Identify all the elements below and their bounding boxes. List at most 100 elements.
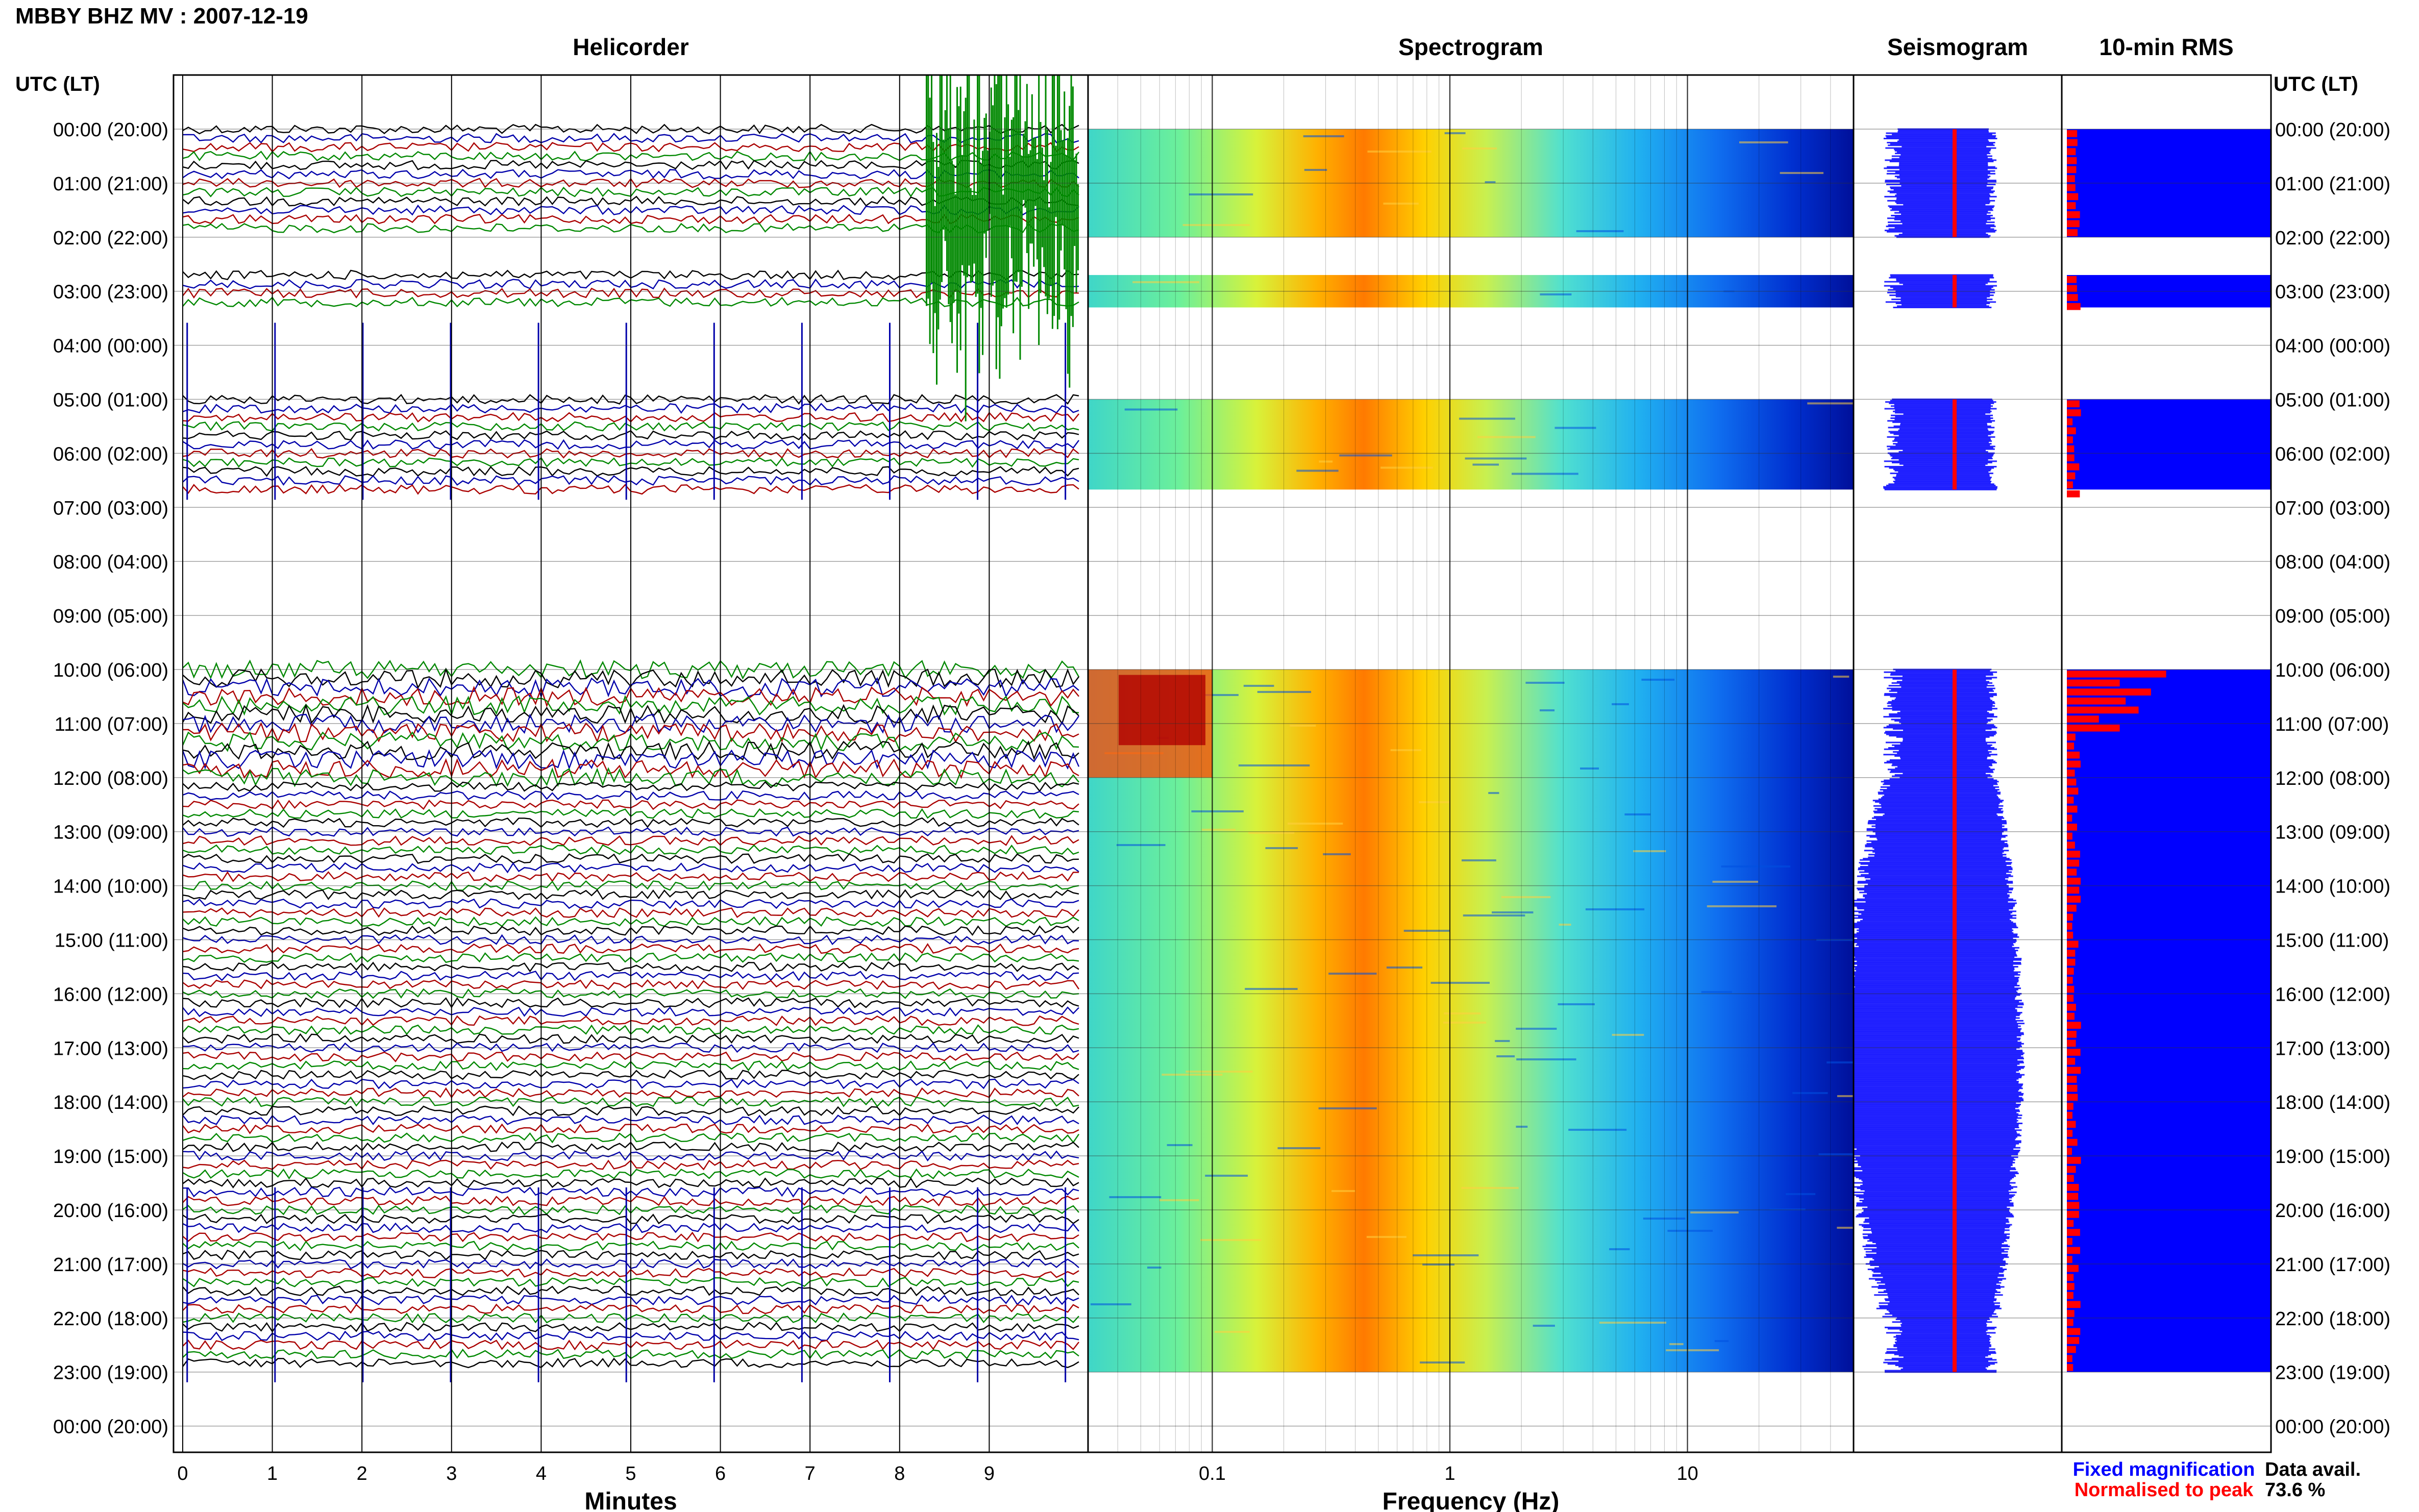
rms-fixed-bars [2067, 399, 2271, 490]
rms-normalised-bar [2067, 1211, 2079, 1218]
spectrogram-noise [1200, 1239, 1262, 1241]
rms-normalised-bar [2067, 679, 2120, 687]
spectrogram-noise [1690, 1211, 1739, 1213]
time-tick-label-right: 13:00 (09:00) [2275, 822, 2390, 844]
rms-normalised-bar [2067, 220, 2080, 228]
spectrogram-noise [1516, 1126, 1528, 1128]
spectrogram-noise [1492, 911, 1534, 913]
spectrogram-noise [1296, 469, 1339, 472]
rms-normalised-bar [2067, 1084, 2078, 1092]
rms-normalised-bar [2067, 950, 2076, 957]
rms-normalised-bar [2067, 409, 2081, 416]
spectrogram-noise [1124, 408, 1178, 411]
rms-normalised-bar [2067, 1012, 2075, 1020]
rms-normalised-bar [2067, 1004, 2076, 1011]
rms-normalised-bar [2067, 851, 2080, 858]
spectrogram-noise [1580, 767, 1599, 770]
spectrogram-noise [1147, 1267, 1162, 1269]
rms-normalised-bar [2067, 1094, 2078, 1101]
spectrogram-noise [1488, 792, 1499, 794]
time-tick-label-right: 07:00 (03:00) [2275, 498, 2390, 519]
spectrogram-noise [1323, 853, 1351, 855]
axis-ticks: 00:00 (20:00) 00:00 (20:00) 01:00 (21:00) 0… [53, 119, 2390, 1484]
minute-tick-label: 3 [446, 1463, 457, 1484]
rms-normalised-bar [2067, 824, 2078, 831]
spectrogram-noise [1826, 1061, 1854, 1063]
spectrogram-noise [1366, 1236, 1406, 1238]
spectrogram-noise [1643, 1218, 1686, 1220]
rms-normalised-bar [2067, 427, 2076, 435]
spectrogram-band [1088, 399, 1854, 490]
rms-normalised-bar [2067, 913, 2073, 921]
rms-normalised-bar [2067, 1049, 2081, 1056]
spectrogram-noise [1599, 1322, 1667, 1324]
rms-normalised-bar [2067, 445, 2075, 453]
spectrogram-noise [1669, 1343, 1684, 1345]
spectrogram-noise [1459, 417, 1515, 420]
spectrogram-noise [1248, 832, 1295, 834]
spectrogram-panel [1088, 129, 1854, 1372]
rms-normalised-bar [2067, 1229, 2080, 1236]
time-tick-label-right: 14:00 (10:00) [2275, 876, 2390, 898]
time-tick-label-right: 17:00 (13:00) [2275, 1038, 2390, 1059]
time-tick-label-right: 22:00 (18:00) [2275, 1308, 2390, 1330]
minute-tick-label: 9 [984, 1463, 995, 1484]
spectrogram-noise [1792, 1092, 1828, 1094]
time-tick-label-right: 15:00 (11:00) [2275, 930, 2389, 952]
spectrogram-noise [1318, 1107, 1377, 1109]
spectrogram-noise [1516, 1028, 1557, 1030]
time-tick-label-right: 04:00 (00:00) [2275, 336, 2390, 357]
rms-normalised-bar [2067, 1355, 2072, 1362]
time-tick-label-left: 05:00 (01:00) [53, 390, 168, 411]
spectrogram-noise [1558, 1003, 1595, 1005]
time-tick-label-left: 03:00 (23:00) [53, 282, 168, 303]
time-tick-label-left: 01:00 (21:00) [53, 173, 168, 195]
minute-tick-label: 2 [357, 1463, 367, 1484]
spectrogram-noise [1090, 1303, 1131, 1305]
panel-frame [2061, 74, 2272, 1453]
rms-normalised-bar [2067, 896, 2081, 903]
spectrogram-noise [1328, 973, 1377, 975]
gridlines [174, 75, 2271, 1452]
spectrogram-noise [1721, 865, 1791, 867]
spectrogram-noise [1807, 402, 1854, 405]
rms-normalised-bar [2067, 1067, 2081, 1074]
time-tick-label-left: 06:00 (02:00) [53, 443, 168, 465]
spectrogram-noise [1367, 151, 1431, 153]
frequency-tick-label: 10 [1676, 1463, 1698, 1484]
time-tick-label-right: 00:00 (20:00) [2275, 1417, 2390, 1438]
spectrogram-noise [1540, 293, 1572, 295]
minute-tick-label: 7 [805, 1463, 816, 1484]
rms-normalised-bar [2067, 303, 2081, 310]
spectrogram-noise [1265, 847, 1298, 849]
time-axis-heading-right: UTC (LT) [2274, 73, 2358, 95]
rms-normalised-bar [2067, 202, 2076, 209]
spectrogram-noise [1444, 132, 1466, 134]
rms-normalised-bar [2067, 787, 2079, 795]
rms-normalised-bar [2067, 931, 2074, 939]
spectrogram-noise [1707, 905, 1777, 907]
spectrogram-noise [1462, 147, 1497, 150]
spectrogram-noise [1818, 1153, 1854, 1155]
time-tick-label-right: 12:00 (08:00) [2275, 768, 2390, 789]
legend-normalised-to-peak: Normalised to peak [2075, 1479, 2254, 1501]
rms-normalised-bar [2067, 436, 2073, 443]
spectrogram-noise [1501, 896, 1551, 898]
spectrogram-xlabel: Frequency (Hz) [1383, 1488, 1560, 1512]
rms-normalised-bar [2067, 1193, 2079, 1200]
rms-normalised-bar [2067, 294, 2078, 301]
rms-normalised-bar [2067, 1148, 2072, 1155]
spectrogram-noise [1780, 172, 1824, 174]
spectrogram-noise [1667, 1230, 1713, 1232]
spectrogram-noise [1463, 914, 1525, 916]
rms-normalised-bar [2067, 814, 2072, 822]
minute-tick-label: 8 [894, 1463, 905, 1484]
spectrogram-noise [1496, 1055, 1515, 1057]
rms-normalised-bar [2067, 130, 2078, 137]
rms-normalised-bar [2067, 1283, 2075, 1290]
rms-normalised-bar [2067, 481, 2073, 488]
spectrogram-noise [1383, 203, 1419, 205]
rms-normalised-bar [2067, 886, 2080, 894]
time-tick-label-right: 05:00 (01:00) [2275, 390, 2390, 411]
